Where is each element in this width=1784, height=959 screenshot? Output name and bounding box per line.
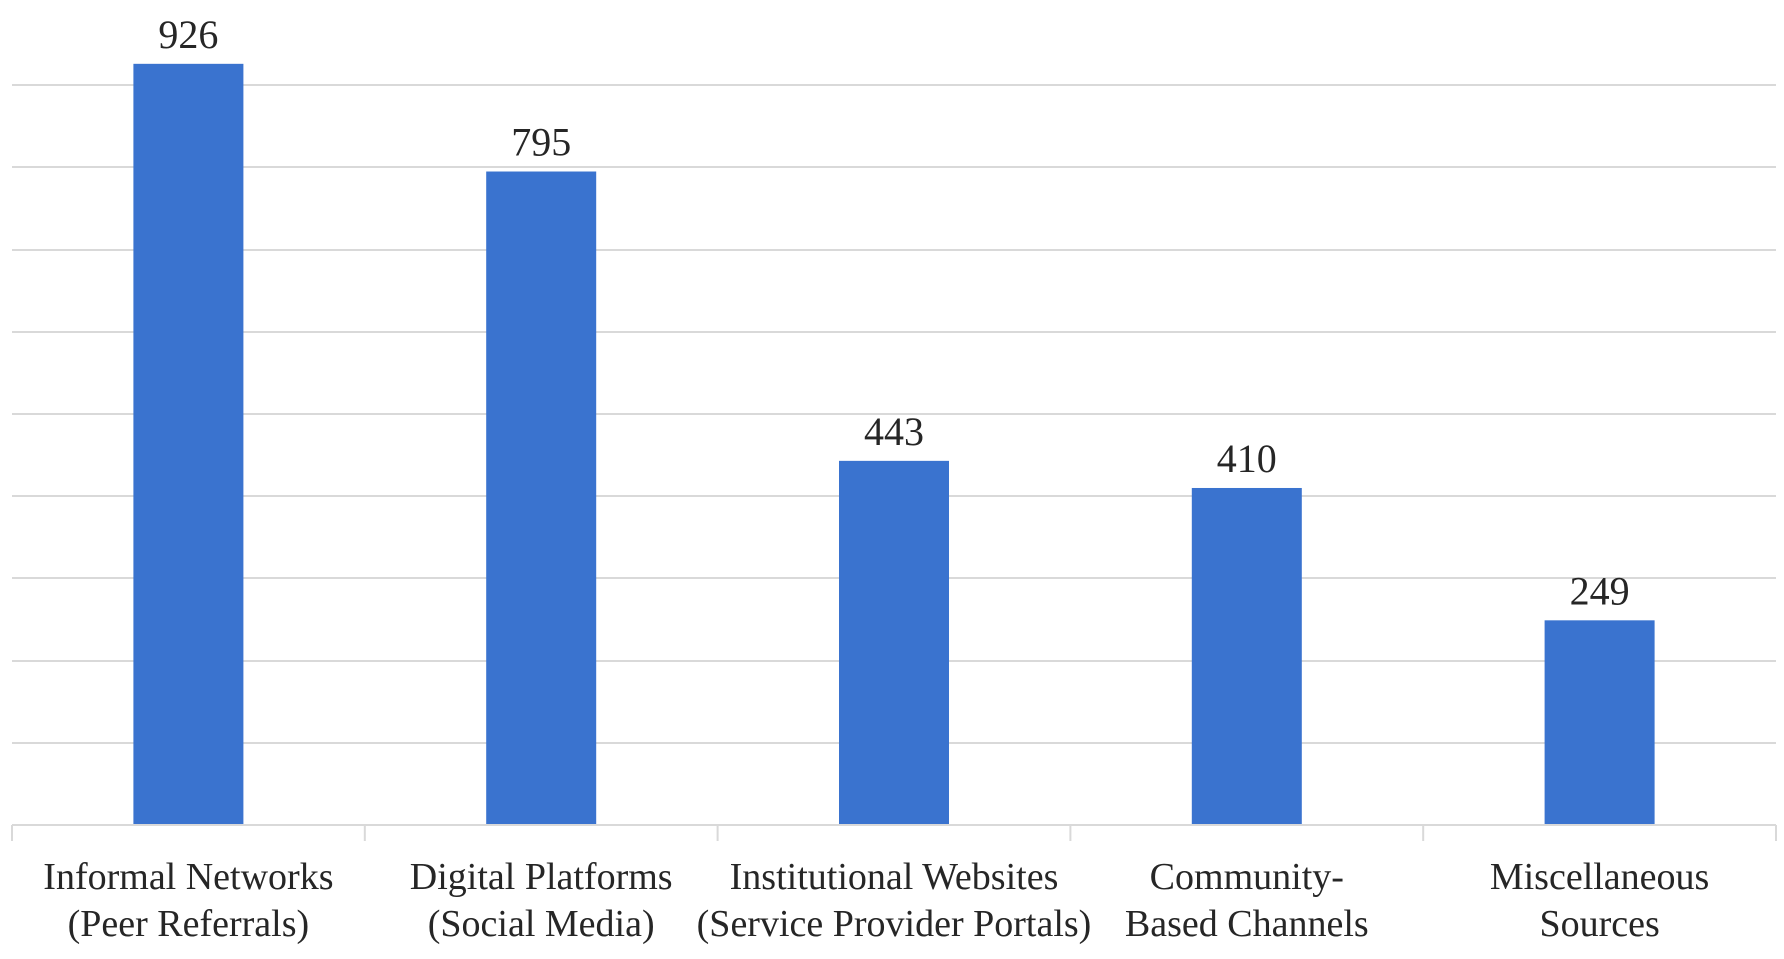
gridlines [12, 84, 1776, 744]
x-tick-label: Informal Networks [43, 856, 333, 898]
x-tick-label: Miscellaneous [1490, 856, 1710, 898]
x-tick-label: (Peer Referrals) [68, 903, 310, 945]
x-tick-label: Community- [1150, 856, 1344, 898]
data-label: 249 [1570, 568, 1630, 613]
data-label: 410 [1217, 436, 1277, 481]
x-axis [11, 824, 1777, 841]
x-tick-label: Sources [1539, 903, 1659, 945]
bar [839, 460, 949, 825]
data-label: 926 [158, 12, 218, 57]
x-tick-label: (Social Media) [428, 903, 655, 945]
data-labels: 926 795 443 410 249 [158, 12, 1629, 613]
category-labels: Informal Networks (Peer Referrals) Digital… [43, 856, 1709, 945]
bar [133, 63, 244, 825]
bar [1544, 620, 1655, 825]
x-tick-label: Based Channels [1125, 903, 1369, 945]
data-label: 795 [511, 120, 571, 165]
bar [1191, 487, 1302, 825]
x-tick-label: Institutional Websites [730, 856, 1059, 898]
data-label: 443 [864, 409, 924, 454]
bars [133, 63, 1655, 825]
bar [486, 171, 597, 825]
x-tick-label: (Service Provider Portals) [697, 903, 1092, 945]
x-tick-label: Digital Platforms [410, 856, 673, 898]
